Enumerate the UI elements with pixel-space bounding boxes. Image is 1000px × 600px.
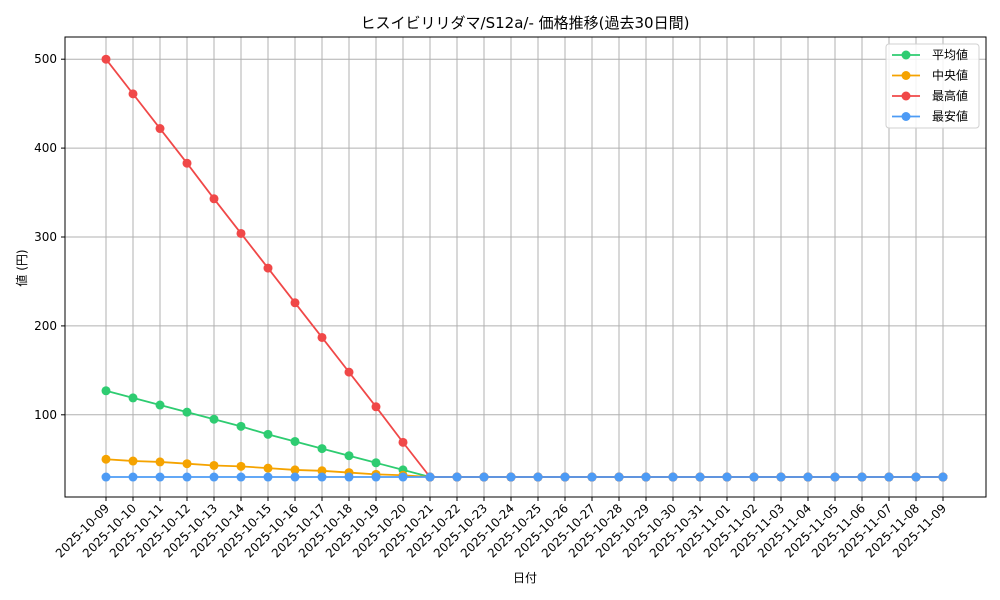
data-point bbox=[128, 472, 138, 482]
y-tick-label: 500 bbox=[34, 52, 57, 66]
data-point bbox=[155, 124, 165, 134]
data-series bbox=[101, 54, 948, 482]
data-point bbox=[182, 459, 192, 469]
data-point bbox=[317, 466, 327, 476]
data-point bbox=[101, 472, 111, 482]
data-point bbox=[290, 465, 300, 475]
data-point bbox=[263, 263, 273, 273]
data-point bbox=[290, 472, 300, 482]
data-point bbox=[560, 472, 570, 482]
data-point bbox=[236, 472, 246, 482]
series-line bbox=[101, 472, 948, 482]
data-point bbox=[452, 472, 462, 482]
data-point bbox=[803, 472, 813, 482]
legend-item: 最安値 bbox=[892, 109, 968, 124]
data-point bbox=[263, 429, 273, 439]
y-tick-label: 200 bbox=[34, 319, 57, 333]
legend-label: 平均値 bbox=[932, 47, 968, 62]
data-point bbox=[344, 451, 354, 461]
data-point bbox=[236, 228, 246, 238]
legend-label: 最高値 bbox=[932, 88, 968, 103]
data-point bbox=[398, 437, 408, 447]
data-point bbox=[155, 400, 165, 410]
legend-label: 中央値 bbox=[932, 68, 968, 83]
data-point bbox=[884, 472, 894, 482]
data-point bbox=[398, 472, 408, 482]
data-point bbox=[317, 472, 327, 482]
data-point bbox=[236, 421, 246, 431]
data-point bbox=[749, 472, 759, 482]
y-tick-label: 100 bbox=[34, 408, 57, 422]
data-point bbox=[425, 472, 435, 482]
data-point bbox=[101, 454, 111, 464]
data-point bbox=[209, 194, 219, 204]
legend-item: 平均値 bbox=[892, 47, 968, 62]
data-point bbox=[182, 407, 192, 417]
data-point bbox=[209, 472, 219, 482]
data-point bbox=[371, 402, 381, 412]
data-point bbox=[263, 472, 273, 482]
data-point bbox=[668, 472, 678, 482]
data-point bbox=[209, 414, 219, 424]
data-point bbox=[371, 472, 381, 482]
data-point bbox=[290, 436, 300, 446]
data-point bbox=[263, 463, 273, 473]
data-point bbox=[128, 456, 138, 466]
y-axis: 100 200 300 400 500 bbox=[34, 52, 65, 422]
legend-item: 最高値 bbox=[892, 88, 968, 103]
data-point bbox=[236, 461, 246, 471]
data-point bbox=[155, 472, 165, 482]
data-point bbox=[128, 393, 138, 403]
y-tick-label: 400 bbox=[34, 141, 57, 155]
series-line bbox=[101, 54, 948, 482]
data-point bbox=[101, 54, 111, 64]
y-axis-label: 値 (円) bbox=[14, 249, 29, 286]
data-point bbox=[641, 472, 651, 482]
plot-frame bbox=[64, 36, 987, 498]
data-point bbox=[344, 367, 354, 377]
y-tick-label: 300 bbox=[34, 230, 57, 244]
data-point bbox=[614, 472, 624, 482]
x-axis-label: 日付 bbox=[513, 571, 537, 585]
data-point bbox=[911, 472, 921, 482]
data-point bbox=[857, 472, 867, 482]
x-axis: 2025-10-092025-10-102025-10-112025-10-12… bbox=[53, 497, 949, 560]
data-point bbox=[317, 332, 327, 342]
data-point bbox=[209, 460, 219, 470]
grid-lines bbox=[65, 37, 986, 497]
data-point bbox=[128, 89, 138, 99]
data-point bbox=[776, 472, 786, 482]
data-point bbox=[587, 472, 597, 482]
data-point bbox=[182, 472, 192, 482]
data-point bbox=[506, 472, 516, 482]
data-point bbox=[155, 457, 165, 467]
data-point bbox=[479, 472, 489, 482]
data-point bbox=[182, 158, 192, 168]
data-point bbox=[371, 458, 381, 468]
series-line bbox=[101, 386, 948, 482]
legend-label: 最安値 bbox=[932, 109, 968, 124]
data-point bbox=[722, 472, 732, 482]
data-point bbox=[344, 472, 354, 482]
data-point bbox=[830, 472, 840, 482]
data-point bbox=[533, 472, 543, 482]
chart-title: ヒスイビリリダマ/S12a/- 価格推移(過去30日間) bbox=[361, 14, 690, 32]
data-point bbox=[290, 298, 300, 308]
data-point bbox=[938, 472, 948, 482]
legend-item: 中央値 bbox=[892, 68, 968, 83]
data-point bbox=[695, 472, 705, 482]
legend-box bbox=[885, 43, 980, 129]
data-point bbox=[317, 444, 327, 454]
data-point bbox=[101, 386, 111, 396]
